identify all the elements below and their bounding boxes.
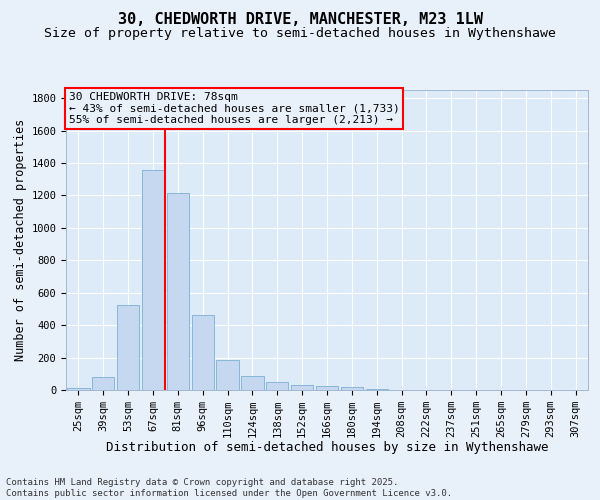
- X-axis label: Distribution of semi-detached houses by size in Wythenshawe: Distribution of semi-detached houses by …: [106, 442, 548, 454]
- Bar: [67, 388, 89, 390]
- Bar: [217, 360, 239, 390]
- Bar: [167, 193, 189, 390]
- Text: 30, CHEDWORTH DRIVE, MANCHESTER, M23 1LW: 30, CHEDWORTH DRIVE, MANCHESTER, M23 1LW: [118, 12, 482, 28]
- Bar: [365, 388, 388, 390]
- Bar: [92, 377, 115, 390]
- Text: Size of property relative to semi-detached houses in Wythenshawe: Size of property relative to semi-detach…: [44, 28, 556, 40]
- Y-axis label: Number of semi-detached properties: Number of semi-detached properties: [14, 119, 27, 361]
- Text: 30 CHEDWORTH DRIVE: 78sqm
← 43% of semi-detached houses are smaller (1,733)
55% : 30 CHEDWORTH DRIVE: 78sqm ← 43% of semi-…: [68, 92, 400, 124]
- Bar: [241, 376, 263, 390]
- Bar: [291, 384, 313, 390]
- Bar: [341, 387, 363, 390]
- Bar: [142, 170, 164, 390]
- Text: Contains HM Land Registry data © Crown copyright and database right 2025.
Contai: Contains HM Land Registry data © Crown c…: [6, 478, 452, 498]
- Bar: [316, 386, 338, 390]
- Bar: [266, 382, 289, 390]
- Bar: [191, 314, 214, 390]
- Bar: [117, 305, 139, 390]
